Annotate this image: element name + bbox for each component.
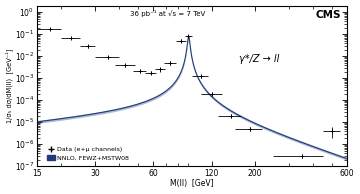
Text: γ*/Z → ll: γ*/Z → ll xyxy=(239,54,279,64)
Text: CMS: CMS xyxy=(315,10,341,20)
Y-axis label: 1/σ₅ dσ/dM(ll)  [GeV⁻¹]: 1/σ₅ dσ/dM(ll) [GeV⁻¹] xyxy=(5,49,13,123)
Text: 36 pb⁻¹ at √s = 7 TeV: 36 pb⁻¹ at √s = 7 TeV xyxy=(130,10,205,17)
Legend: Data (e+μ channels), NNLO, FEWZ+MSTW08: Data (e+μ channels), NNLO, FEWZ+MSTW08 xyxy=(46,146,131,162)
X-axis label: M(ll)  [GeV]: M(ll) [GeV] xyxy=(170,179,214,188)
